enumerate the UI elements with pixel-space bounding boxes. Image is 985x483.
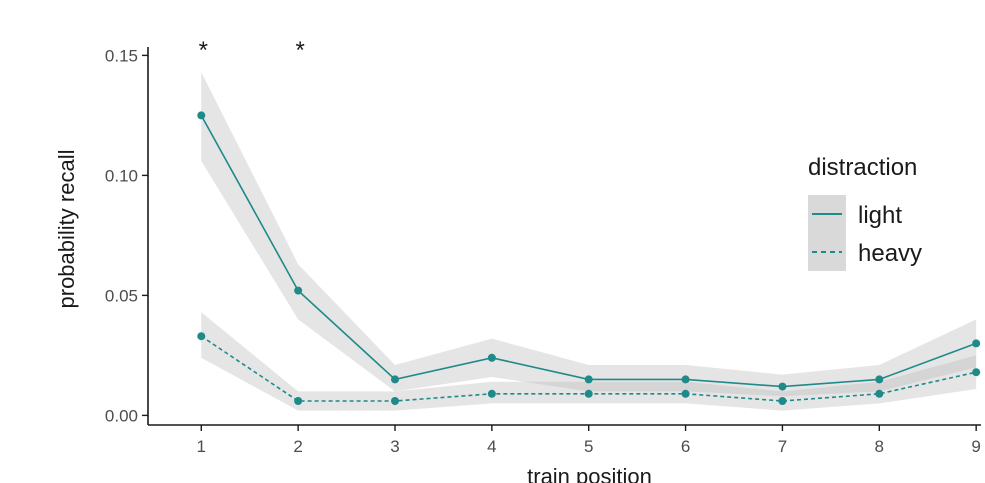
x-tick-label: 7 — [778, 437, 787, 456]
data-point-light — [875, 375, 884, 384]
data-point-light — [197, 111, 206, 120]
data-point-heavy — [875, 389, 884, 398]
y-tick-label: 0.05 — [105, 286, 138, 305]
y-tick-label: 0.00 — [105, 406, 138, 425]
x-axis-ticks: 1 2 3 4 5 6 7 8 9 — [197, 425, 981, 456]
data-point-heavy — [778, 397, 787, 405]
x-tick-label: 5 — [584, 437, 593, 456]
series-points — [197, 111, 981, 405]
data-point-light — [487, 353, 496, 362]
legend-title: distraction — [808, 154, 917, 181]
data-point-heavy — [972, 368, 981, 377]
x-axis-title: train position — [527, 464, 652, 483]
data-point-light — [390, 375, 399, 384]
x-tick-label: 9 — [971, 437, 980, 456]
y-axis-ticks: 0.00 0.05 0.10 0.15 — [105, 46, 148, 425]
y-axis-title: probability recall — [54, 150, 79, 309]
data-point-light — [778, 382, 787, 391]
data-point-heavy — [681, 389, 690, 398]
significance-asterisk: * — [295, 37, 304, 64]
axes: 0.00 0.05 0.10 0.15 1 2 3 4 5 6 7 8 9 — [105, 46, 981, 456]
y-tick-label: 0.10 — [105, 166, 138, 185]
data-point-heavy — [584, 389, 593, 398]
data-point-light — [681, 375, 690, 384]
significance-asterisk: * — [199, 37, 208, 64]
x-tick-label: 4 — [487, 437, 496, 456]
legend: distraction light heavy — [808, 154, 922, 271]
x-tick-label: 3 — [390, 437, 399, 456]
data-point-heavy — [487, 389, 496, 398]
significance-annotations: * * — [199, 37, 305, 64]
x-tick-label: 8 — [875, 437, 884, 456]
y-tick-label: 0.15 — [105, 46, 138, 65]
x-tick-label: 1 — [197, 437, 206, 456]
data-point-heavy — [197, 332, 206, 341]
x-tick-label: 2 — [293, 437, 302, 456]
x-tick-label: 6 — [681, 437, 690, 456]
legend-label-heavy: heavy — [858, 240, 922, 267]
data-point-light — [972, 339, 981, 348]
confidence-ribbon-light — [201, 72, 977, 397]
data-point-light — [584, 375, 593, 384]
data-point-light — [294, 286, 303, 295]
data-point-heavy — [390, 397, 399, 405]
legend-keys: light heavy — [808, 195, 922, 271]
legend-label-light: light — [858, 202, 902, 229]
data-point-heavy — [294, 397, 303, 405]
